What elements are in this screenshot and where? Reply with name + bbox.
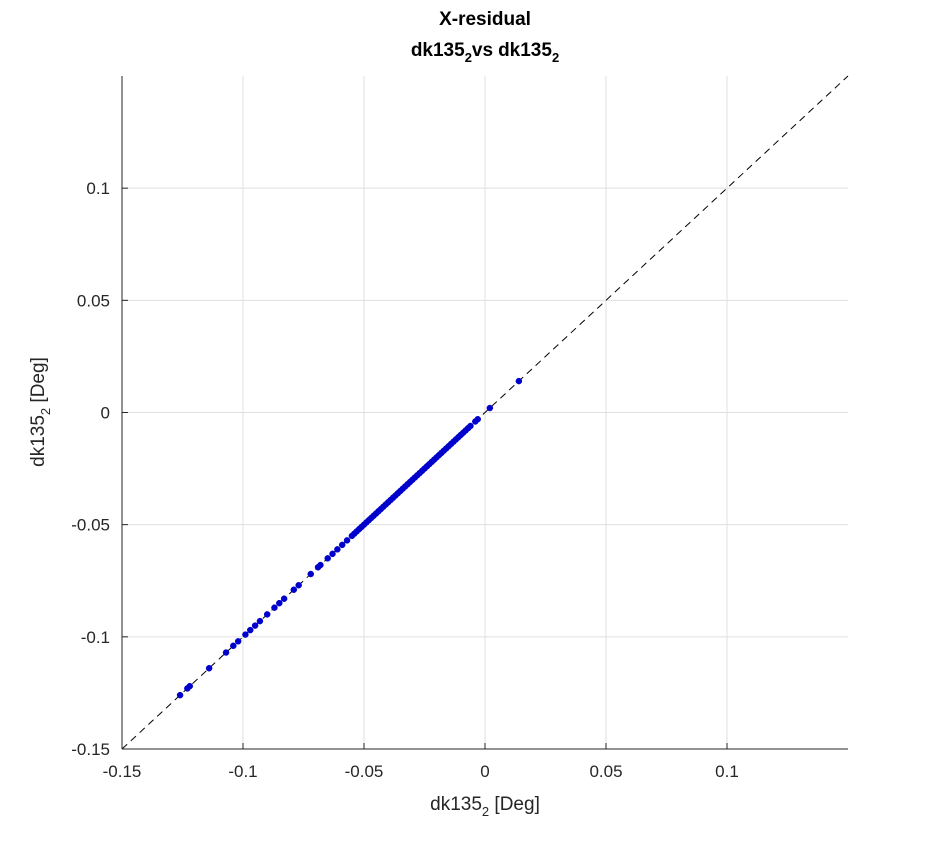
y-tick-label-3: 0 [101,404,110,423]
data-point-20 [324,555,331,562]
chart-subtitle: dk1352vs dk1352 [411,40,559,65]
y-axis-ticks: -0.15 -0.1 -0.05 0 0.05 0.1 [71,179,128,759]
data-point-0 [176,691,184,699]
subtitle-sub-2: 2 [552,50,559,65]
data-point-16 [295,581,302,589]
data-point-78 [467,422,474,430]
x-tick-label-5: 0.1 [715,762,739,781]
data-point-19 [317,561,324,569]
x-tick-label-2: -0.05 [345,762,384,781]
data-point-6 [234,638,242,645]
data-point-12 [271,604,278,611]
plot-area: -0.15 -0.1 -0.05 0 0.05 0.1 -0.15 -0.1 -0.05 0 0.… [71,75,849,781]
data-point-21 [329,550,336,558]
data-point-9 [251,622,259,629]
subtitle-mid: vs [472,40,493,61]
data-point-22 [334,546,341,553]
x-tick-label-3: 0 [480,762,489,781]
data-point-5 [230,642,237,650]
x-tick-label-0: -0.15 [103,762,142,781]
data-point-15 [290,586,298,593]
y-axis-label: dk1352 [Deg] [28,357,53,467]
data-point-13 [276,599,283,607]
y-tick-label-0: -0.15 [71,740,110,759]
y-tick-label-1: -0.1 [81,628,110,647]
data-point-7 [242,631,249,638]
y-tick-label-4: 0.05 [77,291,110,310]
data-point-2 [186,682,194,690]
data-points [176,377,523,699]
subtitle-sub-1: 2 [465,50,472,65]
data-point-26 [474,415,481,423]
identity-reference-line [121,75,849,750]
data-point-24 [343,537,351,544]
data-point-3 [205,664,213,672]
data-point-27 [486,404,494,412]
data-point-14 [280,595,288,602]
data-point-17 [307,570,315,578]
data-point-28 [515,377,523,385]
grid-lines [122,76,848,749]
chart-title: X-residual [439,9,531,30]
y-tick-label-5: 0.1 [86,179,110,198]
data-point-11 [263,611,271,618]
data-point-23 [338,541,346,549]
subtitle-base-2: dk135 [498,40,552,61]
data-point-4 [222,649,230,656]
x-axis-ticks: -0.15 -0.1 -0.05 0 0.05 0.1 [103,743,739,781]
data-point-8 [247,626,254,634]
x-tick-label-1: -0.1 [228,762,257,781]
x-tick-label-4: 0.05 [589,762,622,781]
data-point-10 [256,617,264,625]
x-axis-label: dk1352 [Deg] [430,794,540,819]
subtitle-base-1: dk135 [411,40,465,61]
y-tick-label-2: -0.05 [71,516,110,535]
